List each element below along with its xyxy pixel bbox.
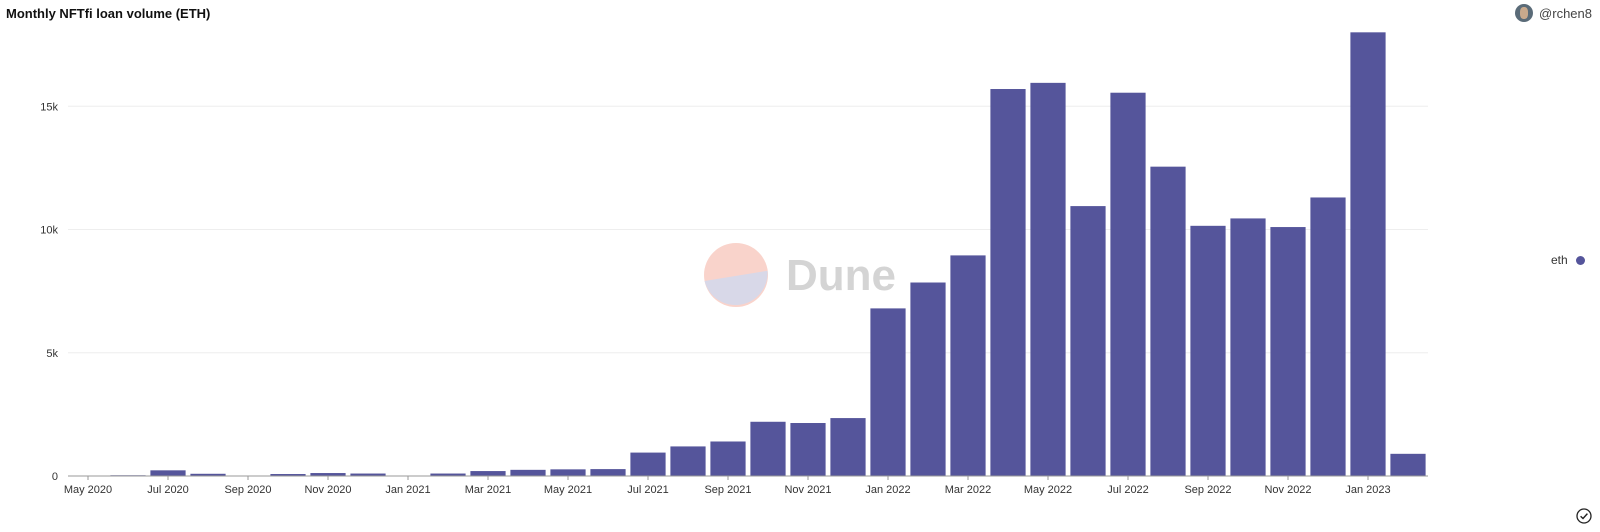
- author-name: @rchen8: [1539, 5, 1592, 21]
- bar[interactable]: [790, 423, 826, 476]
- x-tick-label: Sep 2020: [224, 484, 271, 496]
- bar[interactable]: [630, 452, 666, 476]
- bar[interactable]: [470, 471, 506, 476]
- x-tick-label: Jan 2023: [1345, 484, 1390, 496]
- x-axis-ticks: May 2020 Jul 2020 Sep 2020 Nov 2020 Jan 2021…: [64, 476, 1391, 496]
- x-tick-label: Mar 2022: [945, 484, 991, 496]
- x-tick-label: May 2021: [544, 484, 592, 496]
- x-tick-label: Jul 2020: [147, 484, 189, 496]
- bar[interactable]: [670, 446, 706, 476]
- bar[interactable]: [150, 470, 186, 476]
- y-tick-label: 10k: [40, 225, 58, 237]
- x-tick-label: Jul 2021: [627, 484, 669, 496]
- author-badge[interactable]: @rchen8: [1515, 4, 1592, 22]
- legend[interactable]: eth: [1551, 253, 1585, 267]
- x-tick-label: May 2020: [64, 484, 112, 496]
- bar[interactable]: [590, 469, 626, 476]
- chart-title: Monthly NFTfi loan volume (ETH): [6, 6, 211, 21]
- x-tick-label: Jan 2022: [865, 484, 910, 496]
- bar[interactable]: [950, 255, 986, 476]
- x-tick-label: Nov 2022: [1264, 484, 1311, 496]
- bars: [70, 32, 1426, 477]
- bar[interactable]: [1310, 197, 1346, 476]
- y-tick-label: 5k: [46, 348, 58, 360]
- watermark-logo-bottom: [704, 270, 768, 306]
- bar[interactable]: [1230, 218, 1266, 476]
- bar[interactable]: [550, 469, 586, 476]
- watermark-text: Dune: [786, 251, 896, 300]
- x-tick-label: Nov 2020: [304, 484, 351, 496]
- bar[interactable]: [1070, 206, 1106, 476]
- bar[interactable]: [310, 473, 346, 476]
- y-tick-label: 15k: [40, 101, 58, 113]
- x-tick-label: Sep 2022: [1184, 484, 1231, 496]
- bar[interactable]: [1150, 166, 1186, 476]
- bar[interactable]: [350, 473, 386, 476]
- bar[interactable]: [1270, 227, 1306, 476]
- bar[interactable]: [870, 308, 906, 476]
- x-tick-label: Nov 2021: [784, 484, 831, 496]
- x-tick-label: Sep 2021: [704, 484, 751, 496]
- x-tick-label: May 2022: [1024, 484, 1072, 496]
- y-tick-label: 0: [52, 471, 58, 483]
- legend-label: eth: [1551, 253, 1568, 267]
- bar[interactable]: [1110, 92, 1146, 477]
- bar[interactable]: [910, 282, 946, 476]
- bar[interactable]: [510, 469, 546, 476]
- y-axis-ticks: 0 5k 10k 15k: [40, 101, 58, 483]
- x-tick-label: Mar 2021: [465, 484, 511, 496]
- bar[interactable]: [430, 473, 466, 476]
- bar[interactable]: [1030, 82, 1066, 476]
- bar[interactable]: [990, 89, 1026, 477]
- bar[interactable]: [190, 473, 226, 476]
- bar[interactable]: [1190, 225, 1226, 476]
- avatar: [1515, 4, 1534, 22]
- legend-dot: [1575, 255, 1585, 265]
- bar[interactable]: [1390, 453, 1426, 476]
- bar[interactable]: [830, 418, 866, 476]
- x-tick-label: Jan 2021: [385, 484, 430, 496]
- bar[interactable]: [1350, 32, 1386, 476]
- check-circle-icon[interactable]: [1576, 508, 1592, 524]
- bar[interactable]: [710, 441, 746, 476]
- bar[interactable]: [750, 421, 786, 476]
- dune-watermark: Dune: [704, 243, 896, 307]
- bar[interactable]: [270, 474, 306, 476]
- x-tick-label: Jul 2022: [1107, 484, 1149, 496]
